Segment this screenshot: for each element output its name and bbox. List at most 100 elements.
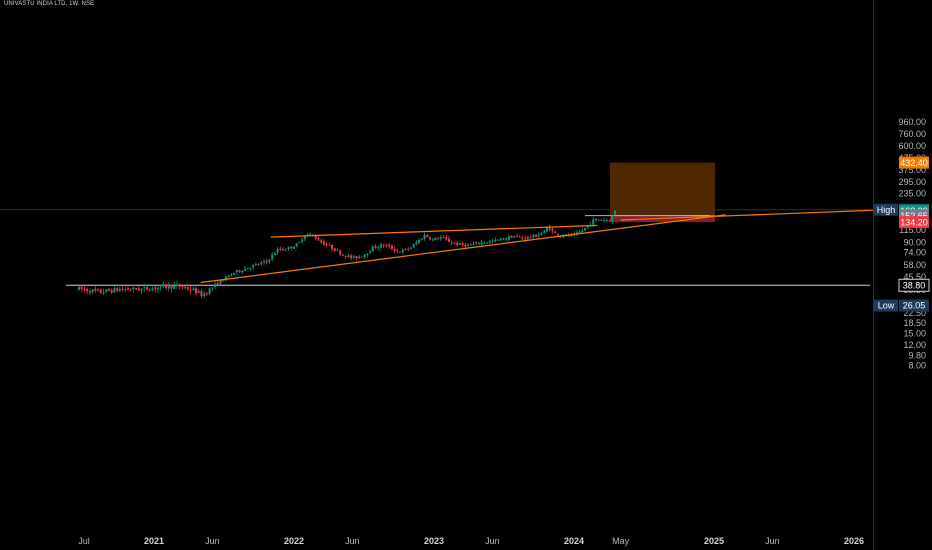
candle-body [388,244,391,247]
position-box-layer [610,162,716,223]
candle-body [230,274,233,276]
candle-body [510,235,513,238]
candle-body [167,285,170,289]
candle-body [129,289,132,291]
x-tick-label: 2024 [564,536,584,546]
candle-body [360,256,363,258]
candle-body [502,238,505,240]
y-tick-label: 58.00 [903,260,926,270]
candle-body [154,287,157,289]
candle-body [445,237,448,240]
candle-body [219,279,222,285]
candle-body [208,288,211,295]
candle-body [162,284,165,286]
candle-body [407,248,410,250]
candle-body [116,288,119,291]
candle-body [578,232,581,234]
candle-body [284,249,287,251]
y-tick-label: 74.00 [903,247,926,257]
candle-body [404,248,407,250]
trendline-3[interactable] [620,209,878,221]
candle-body [292,246,295,249]
candle-body [344,255,347,257]
candle-body [211,287,214,289]
candle-body [380,244,383,248]
candle-body [524,237,527,239]
candle-body [303,235,306,240]
candle-body [371,246,374,252]
candle-body [614,210,616,215]
candle-body [369,251,372,253]
candle-body [331,244,334,249]
candle-body [124,289,127,291]
candle-body [140,288,143,291]
target-zone[interactable] [610,162,716,216]
candle-body [233,272,236,275]
candle-body [456,242,459,245]
candle-body [309,233,312,235]
candle-body [205,293,208,295]
candle-body [526,236,529,239]
candle-body [499,238,502,241]
candle-body [151,287,154,291]
candle-body [336,250,339,252]
candle-body [295,243,298,247]
candle-body [363,254,366,257]
candle-body [420,238,423,240]
candle-body [97,289,100,291]
candle-body [453,242,456,244]
candle-body [137,288,140,291]
price-badge-value: 432.40 [900,158,928,168]
x-tick-label: Jun [765,536,780,546]
trendline-1[interactable] [270,224,598,238]
time-axis: Jul 2021 Jun 2022 Jun 2023 Jun 2024 May 2025 Jun 20… [78,536,864,546]
candle-body [467,244,470,246]
candle-body [200,291,203,297]
candle-body [121,288,124,290]
candle-body [575,232,578,235]
candle-body [113,288,116,293]
candle-body [352,256,355,258]
candle-body [597,219,600,221]
candle-body [86,289,89,292]
candle-body [350,255,353,259]
candle-body [241,270,244,273]
y-tick-label: 22.50 [903,308,926,318]
candle-body [548,226,551,230]
candle-body [540,233,543,236]
candle-body [243,268,246,271]
candle-body [146,286,149,290]
candle-body [279,248,282,250]
y-tick-label: 15.00 [903,329,926,339]
candle-body [374,245,377,248]
candle-body [581,230,584,233]
price-badges: 171.30High168.30152.65134.20432.4038.802… [874,156,930,312]
y-tick-label: 375.00 [898,165,926,175]
candle-body [224,276,227,281]
candle-body [126,288,129,290]
candle-body [222,280,225,282]
candle-body [377,247,380,249]
candle-body [246,268,249,270]
candle-body [486,242,489,244]
candle-body [418,239,421,243]
candle-body [570,234,573,237]
candle-body [469,244,472,246]
y-tick-label: 760.00 [898,129,926,139]
price-badge-label-bg [874,203,898,216]
y-tick-label: 12.00 [903,340,926,350]
candle-body [214,283,217,288]
candle-body [110,290,113,293]
candle-body [434,237,437,240]
trendline-2[interactable] [200,214,726,284]
x-tick-label: 2021 [144,536,164,546]
x-tick-label: May [612,536,630,546]
candle-body [355,255,358,259]
hline-layer [0,209,870,286]
candle-body [393,248,396,252]
candle-body [537,234,540,237]
candle-body [333,248,336,251]
candle-body [328,244,331,246]
candle-body [472,244,475,246]
